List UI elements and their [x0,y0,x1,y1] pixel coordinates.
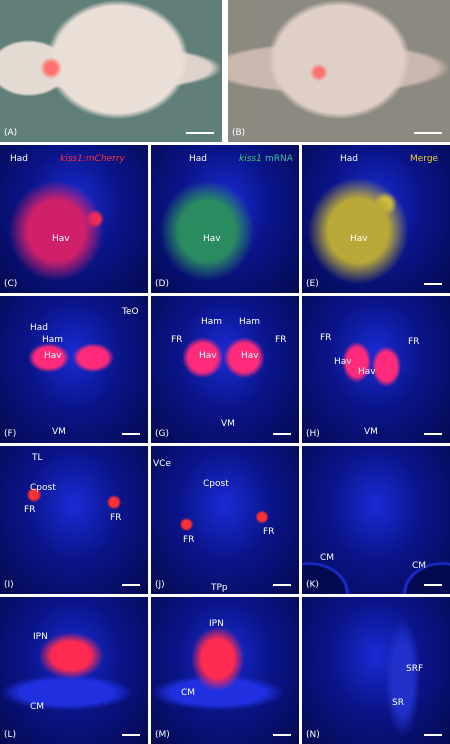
scale-bar [273,734,291,736]
panel-letter: (K) [306,580,319,590]
region-label: FR [110,513,122,523]
region-label: FR [171,335,183,345]
region-label: FR [320,333,332,343]
panel-letter: (D) [155,279,169,289]
region-label: Cpost [203,479,229,489]
panel-letter: (E) [306,279,319,289]
region-label: FR [408,337,420,347]
panel-letter: (I) [4,580,14,590]
panel-letter: (N) [306,730,320,740]
region-label: Hav [358,367,376,377]
region-label: VM [364,427,378,437]
region-label: Merge [410,154,439,164]
region-label: CM [320,553,335,563]
region-label: IPN [209,619,224,629]
region-label: Had [189,154,207,164]
region-label: Ham [201,317,223,327]
panel-letter: (G) [155,429,169,439]
region-label: FR [24,505,36,515]
region-label: Had [340,154,358,164]
panel-letter: (A) [4,128,18,138]
region-label: Hav [350,234,368,244]
image-panel: (N) SRF SR [302,597,450,744]
region-label: TPp [211,583,228,593]
scale-bar [122,734,140,736]
image-panel: (K) CM CM [302,446,450,594]
panel-letter: (C) [4,279,18,289]
region-label: Had [10,154,28,164]
region-label: Had [30,323,48,333]
region-label: VM [221,419,235,429]
region-label: Cpost [30,483,56,493]
scale-bar [273,433,291,435]
scale-bar [273,584,291,586]
image-panel: (A) [0,0,222,142]
region-label: Hav [203,234,221,244]
region-label: VCe [153,459,171,469]
region-label: Hav [52,234,70,244]
image-panel: (J) VCe Cpost FR FR TPp [151,446,299,594]
region-label: Ham [239,317,261,327]
region-label: CM [412,561,427,571]
scale-bar [414,132,442,134]
region-label: Hav [199,351,217,361]
region-label: TL [32,453,43,463]
region-label: IPN [33,632,48,642]
panel-letter: (F) [4,429,17,439]
region-label: Hav [44,351,62,361]
region-label: VM [52,427,66,437]
region-label: Hav [241,351,259,361]
panel-letter: (H) [306,429,320,439]
region-label: mRNA [265,154,293,164]
scale-bar [424,734,442,736]
image-panel: (H) FR FR Hav Hav VM [302,296,450,443]
panel-letter: (J) [155,580,165,590]
region-label: CM [30,702,45,712]
image-panel: (G) Ham Ham FR FR Hav Hav VM [151,296,299,443]
region-label: SRF [406,664,424,674]
region-label: FR [183,535,195,545]
region-label: SR [392,698,404,708]
scale-bar [424,283,442,285]
panel-letter: (L) [4,730,17,740]
region-label: Ham [42,335,64,345]
image-panel: (D) Had kiss1 mRNA Hav [151,145,299,293]
region-label: kiss1:mCherry [60,154,125,164]
scale-bar [122,433,140,435]
image-panel: (L) IPN CM [0,597,148,744]
scale-bar [424,433,442,435]
region-label: TeO [122,307,139,317]
panel-letter: (M) [155,730,170,740]
region-label: FR [275,335,287,345]
scale-bar [122,584,140,586]
image-panel: (B) [228,0,450,142]
image-panel: (E) Had Merge Hav [302,145,450,293]
region-label: kiss1 [239,154,262,164]
panel-letter: (B) [232,128,246,138]
scale-bar [424,584,442,586]
image-panel: (F) TeO Had Ham Hav VM [0,296,148,443]
image-panel: (C) Had kiss1:mCherry Hav [0,145,148,293]
image-panel: (I) TL Cpost FR FR [0,446,148,594]
region-label: FR [263,527,275,537]
region-label: CM [181,688,196,698]
scale-bar [186,132,214,134]
region-label: Hav [334,357,352,367]
image-panel: (M) IPN CM [151,597,299,744]
